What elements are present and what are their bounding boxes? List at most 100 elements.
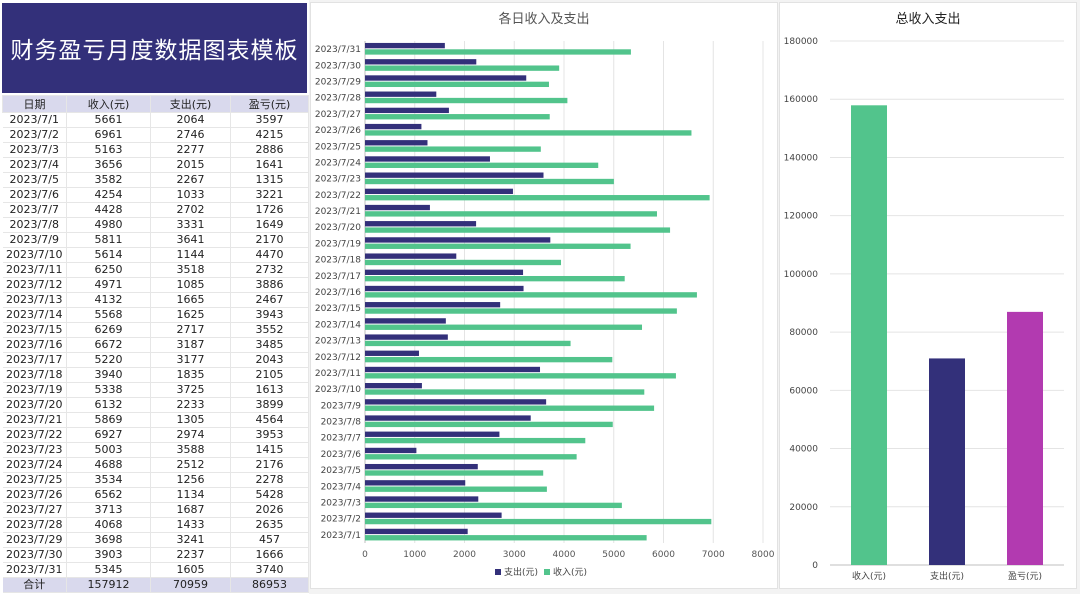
cell-profit[interactable]: 3886: [230, 277, 309, 293]
cell-expense[interactable]: 1085: [150, 277, 231, 293]
cell-date[interactable]: 2023/7/16: [2, 337, 67, 353]
cell-profit[interactable]: 2105: [230, 367, 309, 383]
cell-profit[interactable]: 3485: [230, 337, 309, 353]
cell-income[interactable]: 5614: [66, 247, 151, 263]
header-profit[interactable]: 盈亏(元): [230, 95, 309, 113]
cell-expense[interactable]: 2277: [150, 142, 231, 158]
cell-profit[interactable]: 2635: [230, 517, 309, 533]
cell-date[interactable]: 2023/7/15: [2, 322, 67, 338]
cell-income[interactable]: 4980: [66, 217, 151, 233]
cell-expense[interactable]: 1134: [150, 487, 231, 503]
cell-expense[interactable]: 3725: [150, 382, 231, 398]
cell-income[interactable]: 4428: [66, 202, 151, 218]
cell-income[interactable]: 5220: [66, 352, 151, 368]
cell-date[interactable]: 2023/7/23: [2, 442, 67, 458]
cell-date[interactable]: 2023/7/3: [2, 142, 67, 158]
cell-profit[interactable]: 4470: [230, 247, 309, 263]
cell-expense[interactable]: 3588: [150, 442, 231, 458]
total-profit[interactable]: 86953: [230, 577, 309, 593]
cell-income[interactable]: 5568: [66, 307, 151, 323]
cell-income[interactable]: 6927: [66, 427, 151, 443]
cell-income[interactable]: 5869: [66, 412, 151, 428]
cell-profit[interactable]: 1613: [230, 382, 309, 398]
cell-date[interactable]: 2023/7/19: [2, 382, 67, 398]
cell-income[interactable]: 6132: [66, 397, 151, 413]
cell-expense[interactable]: 1687: [150, 502, 231, 518]
cell-income[interactable]: 3713: [66, 502, 151, 518]
total-income[interactable]: 157912: [66, 577, 151, 593]
cell-income[interactable]: 4688: [66, 457, 151, 473]
cell-expense[interactable]: 3187: [150, 337, 231, 353]
cell-expense[interactable]: 3177: [150, 352, 231, 368]
cell-expense[interactable]: 2512: [150, 457, 231, 473]
cell-profit[interactable]: 3597: [230, 112, 309, 128]
cell-income[interactable]: 6250: [66, 262, 151, 278]
cell-income[interactable]: 5661: [66, 112, 151, 128]
cell-income[interactable]: 3582: [66, 172, 151, 188]
cell-profit[interactable]: 2886: [230, 142, 309, 158]
cell-income[interactable]: 6269: [66, 322, 151, 338]
cell-date[interactable]: 2023/7/13: [2, 292, 67, 308]
cell-income[interactable]: 6961: [66, 127, 151, 143]
cell-date[interactable]: 2023/7/22: [2, 427, 67, 443]
cell-income[interactable]: 6562: [66, 487, 151, 503]
cell-date[interactable]: 2023/7/12: [2, 277, 67, 293]
header-date[interactable]: 日期: [2, 95, 67, 113]
cell-date[interactable]: 2023/7/31: [2, 562, 67, 578]
cell-expense[interactable]: 2064: [150, 112, 231, 128]
cell-income[interactable]: 3698: [66, 532, 151, 548]
cell-expense[interactable]: 1033: [150, 187, 231, 203]
cell-expense[interactable]: 3641: [150, 232, 231, 248]
cell-date[interactable]: 2023/7/20: [2, 397, 67, 413]
cell-expense[interactable]: 2702: [150, 202, 231, 218]
cell-date[interactable]: 2023/7/18: [2, 367, 67, 383]
header-expense[interactable]: 支出(元): [150, 95, 231, 113]
cell-expense[interactable]: 3331: [150, 217, 231, 233]
cell-date[interactable]: 2023/7/4: [2, 157, 67, 173]
cell-date[interactable]: 2023/7/28: [2, 517, 67, 533]
cell-profit[interactable]: 3740: [230, 562, 309, 578]
cell-profit[interactable]: 3221: [230, 187, 309, 203]
total-expense[interactable]: 70959: [150, 577, 231, 593]
cell-date[interactable]: 2023/7/26: [2, 487, 67, 503]
cell-income[interactable]: 4068: [66, 517, 151, 533]
cell-date[interactable]: 2023/7/17: [2, 352, 67, 368]
cell-date[interactable]: 2023/7/9: [2, 232, 67, 248]
cell-income[interactable]: 6672: [66, 337, 151, 353]
cell-income[interactable]: 5811: [66, 232, 151, 248]
cell-expense[interactable]: 2015: [150, 157, 231, 173]
total-label[interactable]: 合计: [2, 577, 67, 593]
cell-income[interactable]: 5003: [66, 442, 151, 458]
cell-income[interactable]: 3903: [66, 547, 151, 563]
cell-date[interactable]: 2023/7/24: [2, 457, 67, 473]
cell-date[interactable]: 2023/7/7: [2, 202, 67, 218]
cell-income[interactable]: 4254: [66, 187, 151, 203]
cell-profit[interactable]: 457: [230, 532, 309, 548]
cell-expense[interactable]: 2746: [150, 127, 231, 143]
cell-profit[interactable]: 2026: [230, 502, 309, 518]
cell-expense[interactable]: 2237: [150, 547, 231, 563]
cell-date[interactable]: 2023/7/21: [2, 412, 67, 428]
cell-date[interactable]: 2023/7/25: [2, 472, 67, 488]
cell-expense[interactable]: 2974: [150, 427, 231, 443]
cell-income[interactable]: 3656: [66, 157, 151, 173]
cell-expense[interactable]: 1835: [150, 367, 231, 383]
cell-profit[interactable]: 1649: [230, 217, 309, 233]
cell-expense[interactable]: 1605: [150, 562, 231, 578]
cell-expense[interactable]: 1665: [150, 292, 231, 308]
cell-profit[interactable]: 2170: [230, 232, 309, 248]
cell-profit[interactable]: 4215: [230, 127, 309, 143]
cell-income[interactable]: 3940: [66, 367, 151, 383]
cell-profit[interactable]: 2278: [230, 472, 309, 488]
cell-profit[interactable]: 2732: [230, 262, 309, 278]
cell-date[interactable]: 2023/7/2: [2, 127, 67, 143]
cell-profit[interactable]: 1641: [230, 157, 309, 173]
cell-profit[interactable]: 2043: [230, 352, 309, 368]
cell-expense[interactable]: 3518: [150, 262, 231, 278]
cell-profit[interactable]: 1315: [230, 172, 309, 188]
cell-profit[interactable]: 3953: [230, 427, 309, 443]
cell-profit[interactable]: 1666: [230, 547, 309, 563]
cell-date[interactable]: 2023/7/29: [2, 532, 67, 548]
cell-date[interactable]: 2023/7/5: [2, 172, 67, 188]
cell-profit[interactable]: 2467: [230, 292, 309, 308]
